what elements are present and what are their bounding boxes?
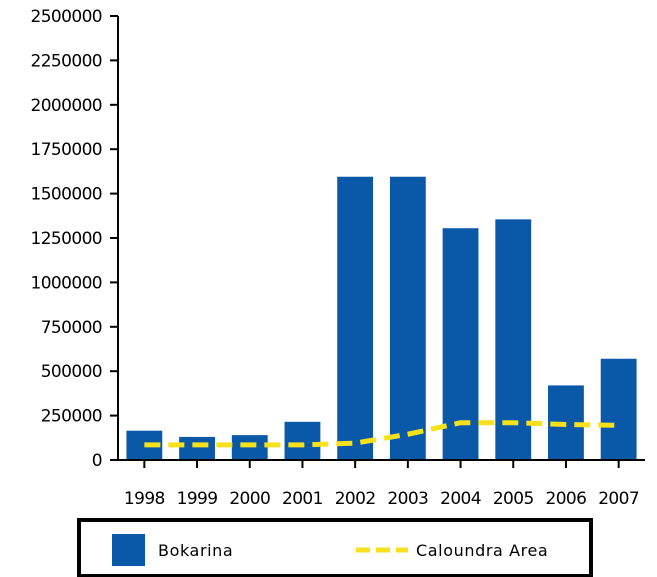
bars xyxy=(126,176,637,460)
y-tick-label: 1250000 xyxy=(30,229,102,249)
y-tick-label: 1500000 xyxy=(30,185,102,205)
x-tick-label: 2003 xyxy=(387,489,428,509)
legend-swatch-bokarina xyxy=(112,534,145,566)
x-tick-label: 2002 xyxy=(335,489,376,509)
x-tick-label: 1998 xyxy=(124,489,165,509)
y-axis: 0 250000 500000 750000 1000000 1250000 1500000… xyxy=(30,7,119,471)
y-tick-label: 0 xyxy=(92,451,102,471)
y-tick-label: 500000 xyxy=(41,362,102,382)
bar-1999 xyxy=(179,436,215,460)
y-tick-label: 2250000 xyxy=(30,51,102,71)
x-tick-label: 2005 xyxy=(493,489,534,509)
legend-box xyxy=(77,518,593,577)
x-tick-label: 1999 xyxy=(177,489,218,509)
x-tick-label: 2000 xyxy=(229,489,270,509)
x-tick-label: 2007 xyxy=(598,489,639,509)
line-series xyxy=(144,420,619,448)
y-tick-label: 250000 xyxy=(41,407,102,427)
legend-label-bokarina: Bokarina xyxy=(158,541,233,560)
legend: Bokarina Caloundra Area xyxy=(77,518,593,577)
bar-2005 xyxy=(495,219,532,460)
x-axis: 1998 1999 2000 2001 2002 2003 2004 2005 2006 2007 xyxy=(118,459,645,509)
legend-label-caloundra-area: Caloundra Area xyxy=(416,541,548,560)
line-caloundra-area xyxy=(144,420,619,448)
x-tick-label: 2004 xyxy=(440,489,481,509)
y-tick-label: 1750000 xyxy=(30,140,102,160)
bar-2001 xyxy=(284,421,321,460)
bar-2003 xyxy=(389,176,426,460)
y-tick-label: 1000000 xyxy=(30,273,102,293)
y-tick-label: 2500000 xyxy=(30,7,102,27)
x-tick-label: 2001 xyxy=(282,489,323,509)
y-tick-label: 750000 xyxy=(41,318,102,338)
bar-2002 xyxy=(337,176,374,460)
bar-2007 xyxy=(600,358,637,460)
bar-2000 xyxy=(231,435,268,460)
x-tick-label: 2006 xyxy=(546,489,587,509)
y-tick-label: 2000000 xyxy=(30,96,102,116)
